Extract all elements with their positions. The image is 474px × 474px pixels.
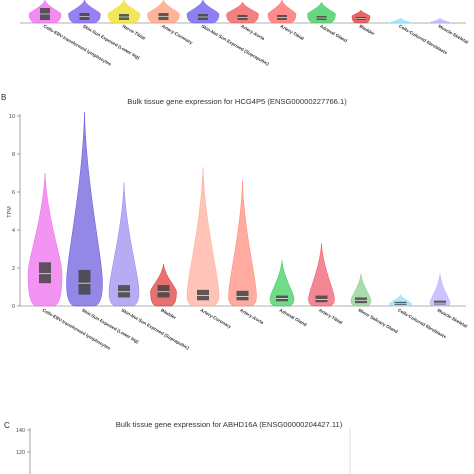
panel-b-box-skin-sun-exposed-lower-leg [78,269,91,295]
panel-b-violin-cells-ebv-transformed-lymphocytes [27,172,63,307]
panel-c-y-tick-label: 140 [16,428,25,434]
panel-b-tick-label-muscle-skeletal: Muscle-Skeletal [437,308,469,329]
panel-b-box-artery-aorta [236,290,249,301]
panel-b-violin-muscle-skeletal [429,273,451,307]
panel-b-y-tick-label: 2 [12,266,15,272]
panel-b-tick-label-minor-salivary-gland: Minor Salivary Gland [358,308,399,335]
panel-b-tick-label-cells-ebv-transformed-lymphocytes: Cells-EBV-transformed lymphocytes [42,308,112,351]
panel-a-violin-adrenal-gland [307,1,336,24]
panel-b-violin-skin-not-sun-exposed-suprapubic [108,182,140,307]
panel-a-violin-artery-aorta [226,1,259,24]
panel-b-violin-adrenal-gland [269,260,295,307]
panel-b-tick-label-skin-not-sun-exposed-suprapubic: Skin-Not Sun Exposed (Suprapubic) [121,308,191,351]
panel-b-y-tick-label: 0 [12,304,15,310]
panel-b-tick-label-adrenal-gland: Adrenal Gland [279,308,308,328]
panel-b-violin-artery-coronary [186,167,220,307]
panel-b-violin-artery-aorta [228,180,257,307]
panel-c-y-tick-label: 120 [16,450,25,456]
panel-a-tick-label-cells-ebv-transformed-lymphocytes: Cells-EBV-transformed lymphocytes [43,24,113,67]
panel-b-tick-label-artery-tibial: Artery-Tibial [318,308,343,326]
panel-b-y-axis-label: TPM [7,206,13,218]
panel-a-tick-label-skin-not-sun-exposed-suprapubic: Skin-Not Sun Exposed (Suprapubic) [201,24,271,67]
panel-c-letter: C [4,421,10,430]
panel-a-tick-label-nerve-tibial: Nerve-Tibial [122,24,147,41]
panel-b-violin-artery-tibial [308,243,335,307]
panel-b-box-skin-not-sun-exposed-suprapubic [118,285,130,298]
panel-b-y-tick-label: 6 [12,190,15,196]
panel-a-tick-label-artery-aorta: Artery-Aorta [240,24,266,42]
panel-a-violin-nerve-tibial [107,0,141,24]
panel-b-y-tick-label: 10 [9,114,15,120]
panel-b-box-bladder [157,285,170,298]
panel-a-tick-label-artery-coronary: Artery-Coronary [161,24,194,46]
panel-c-chart: C Bulk tissue gene expression for ABHD16… [4,420,351,474]
panel-b-y-tick-label: 4 [12,228,15,234]
panel-b-tick-label-bladder: Bladder [160,308,177,321]
panel-b-tick-label-artery-coronary: Artery-Coronary [200,308,233,330]
panel-b-box-cells-ebv-transformed-lymphocytes [39,262,51,284]
panel-b-box-artery-coronary [197,289,209,301]
panel-a-violin-bladder [351,9,371,24]
panel-a-violins: Cells-EBV-transformed lymphocytesSkin-Su… [20,0,469,67]
panel-a-tick-label-bladder: Bladder [359,24,376,37]
panel-b-box-muscle-skeletal [434,300,446,305]
panel-a-tick-label-adrenal-gland: Adrenal Gland [319,24,348,44]
panel-b-tick-label-artery-aorta: Artery-Aorta [239,308,265,326]
panel-a-violin-muscle-skeletal [425,17,455,25]
panel-a-violin-skin-sun-exposed-lower-leg [68,0,101,24]
panel-c-title: Bulk tissue gene expression for ABHD16A … [116,420,343,429]
panel-a-violin-artery-tibial [267,0,297,24]
panel-a-tick-label-artery-tibial: Artery-Tibial [280,24,305,42]
panel-a-violin-artery-coronary [147,0,180,24]
panel-a-tick-label-muscle-skeletal: Muscle-Skeletal [438,24,470,45]
panel-b-chart: B Bulk tissue gene expression for HCG4P5… [1,93,468,351]
panel-b-title: Bulk tissue gene expression for HCG4P5 (… [127,97,347,106]
panel-a-violin-cells-cultured-fibroblasts [386,17,415,25]
panel-b-violin-skin-sun-exposed-lower-leg [66,112,103,307]
panel-b-letter: B [1,93,6,102]
panel-a-violin-skin-not-sun-exposed-suprapubic [186,0,220,24]
panel-b-y-tick-label: 8 [12,152,15,158]
panel-b-box-artery-tibial [315,295,328,303]
